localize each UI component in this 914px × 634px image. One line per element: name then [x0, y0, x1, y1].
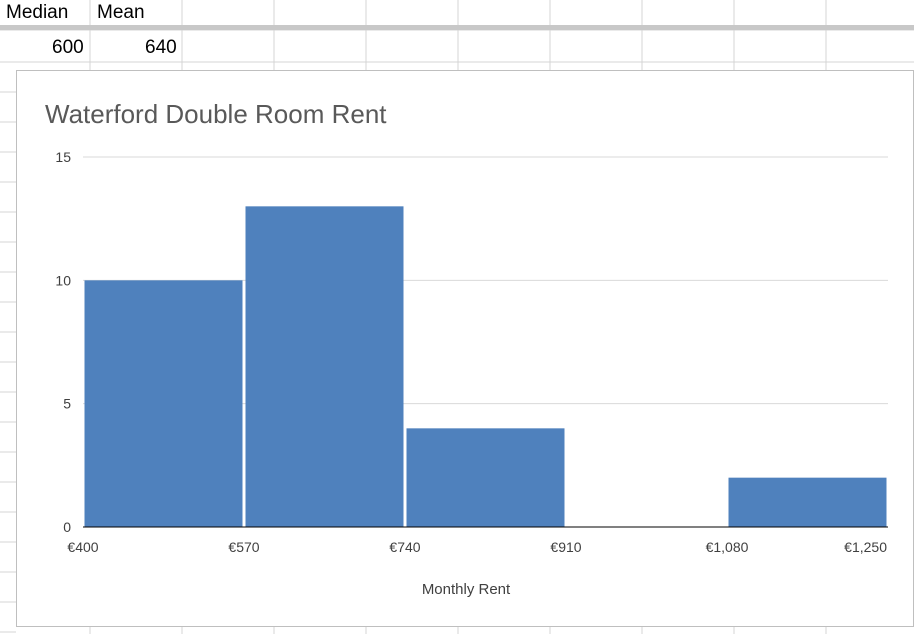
x-tick-label: €400	[67, 539, 98, 555]
chart-plot: 0 5 10 15 €400 €570 €740 €910 €1,080 €1,250	[55, 149, 888, 555]
chart-title[interactable]: Waterford Double Room Rent	[45, 99, 387, 129]
chart-area[interactable]: Waterford Double Room Rent 0 5 10 15 €400 €57…	[16, 70, 914, 627]
frozen-pane-divider	[0, 25, 914, 30]
histogram-bar	[406, 428, 565, 527]
x-axis-title[interactable]: Monthly Rent	[421, 581, 511, 598]
histogram-bar	[84, 280, 243, 527]
header-median[interactable]: Median	[6, 2, 69, 23]
x-tick-label: €1,250	[844, 539, 887, 555]
header-mean[interactable]: Mean	[97, 2, 145, 23]
x-tick-label: €740	[389, 539, 420, 555]
y-tick-label: 0	[63, 519, 71, 535]
y-tick-label: 10	[55, 272, 71, 288]
median-value[interactable]: 600	[52, 37, 84, 58]
x-tick-label: €910	[550, 539, 581, 555]
y-tick-label: 15	[55, 149, 71, 165]
y-tick-label: 5	[63, 396, 71, 412]
x-tick-label: €1,080	[706, 539, 749, 555]
x-tick-label: €570	[228, 539, 259, 555]
mean-value[interactable]: 640	[145, 37, 177, 58]
histogram-bar	[245, 206, 404, 528]
histogram-bar	[728, 477, 887, 527]
